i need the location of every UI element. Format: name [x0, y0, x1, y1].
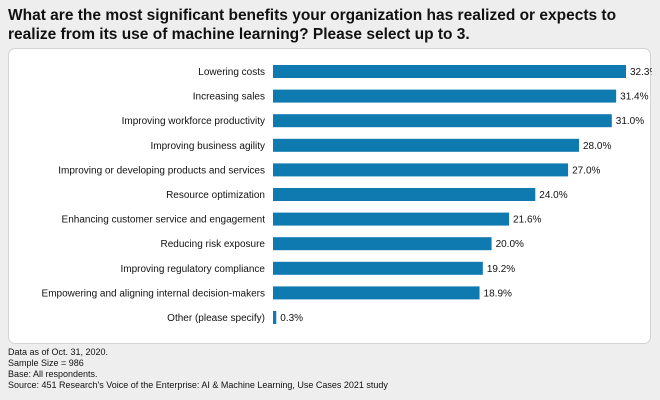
category-label: Reducing risk exposure [161, 239, 266, 250]
category-label: Improving or developing products and ser… [58, 165, 265, 176]
value-label: 21.6% [513, 215, 541, 226]
value-label: 27.0% [572, 165, 600, 176]
category-label: Increasing sales [193, 92, 265, 103]
bar [273, 65, 626, 78]
bar-chart: Lowering costs 32.3% Increasing sales 31.4%… [42, 65, 652, 324]
bar [273, 188, 536, 201]
value-label: 18.9% [484, 288, 512, 299]
value-label: 24.0% [539, 190, 567, 201]
category-label: Improving regulatory compliance [120, 264, 265, 275]
category-label: Enhancing customer service and engagemen… [62, 215, 266, 226]
bar [273, 138, 580, 152]
bar [273, 163, 569, 177]
footer-data-date: Data as of Oct. 31, 2020. [8, 347, 109, 357]
bar [273, 114, 612, 128]
chart-title: What are the most significant benefits y… [8, 7, 617, 43]
bar [273, 212, 510, 226]
footer-base: Base: All respondents. [8, 369, 98, 379]
category-label: Improving workforce productivity [122, 116, 265, 127]
bar [273, 261, 483, 275]
footer-sample-size: Sample Size = 986 [8, 358, 84, 368]
bar [273, 311, 277, 324]
category-label: Improving business agility [151, 141, 266, 152]
value-label: 20.0% [496, 239, 524, 250]
value-label: 31.0% [616, 116, 644, 127]
bar [273, 89, 617, 103]
value-label: 31.4% [620, 92, 648, 103]
footer-source: Source: 451 Research's Voice of the Ente… [8, 380, 388, 390]
bar [273, 286, 480, 300]
value-label: 19.2% [487, 264, 515, 275]
value-label: 32.3% [630, 67, 652, 78]
bar [273, 237, 492, 251]
value-label: 0.3% [280, 313, 303, 324]
category-label: Resource optimization [166, 190, 265, 201]
value-label: 28.0% [583, 141, 611, 152]
category-label: Lowering costs [198, 67, 265, 78]
category-label: Other (please specify) [167, 313, 265, 324]
footer-notes: Data as of Oct. 31, 2020. Sample Size = … [8, 347, 648, 391]
category-label: Empowering and aligning internal decisio… [42, 288, 265, 299]
chart-panel: Lowering costs 32.3% Increasing sales 31.4%… [8, 48, 652, 344]
